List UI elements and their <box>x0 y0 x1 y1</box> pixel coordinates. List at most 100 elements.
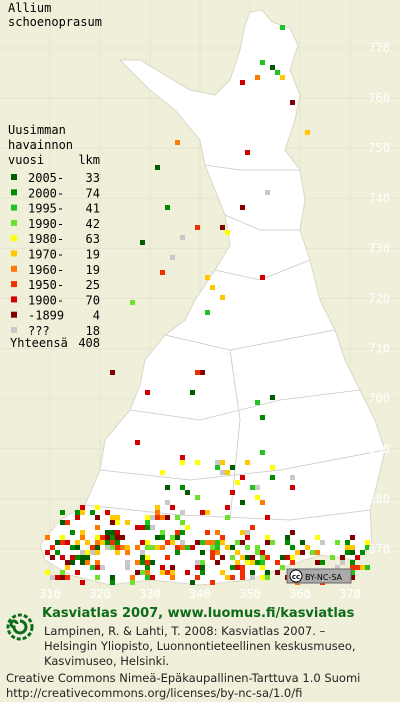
occurrence-square <box>255 550 260 555</box>
citation-line: Helsingin Yliopisto, Luonnontieteellinen… <box>44 639 356 653</box>
occurrence-square <box>170 535 175 540</box>
legend-swatch <box>11 174 17 180</box>
occurrence-square <box>95 550 100 555</box>
occurrence-square <box>255 485 260 490</box>
legend-label: 1980- <box>28 232 64 246</box>
occurrence-square <box>225 545 230 550</box>
occurrence-square <box>195 575 200 580</box>
occurrence-square <box>90 510 95 515</box>
occurrence-square <box>290 560 295 565</box>
occurrence-square <box>75 555 80 560</box>
occurrence-square <box>55 550 60 555</box>
occurrence-square <box>170 570 175 575</box>
occurrence-square <box>285 540 290 545</box>
occurrence-square <box>170 575 175 580</box>
occurrence-square <box>240 575 245 580</box>
occurrence-square <box>195 370 200 375</box>
coordinate-labels: 770 760 750 740 730 720 710 700 690 680 670 310 320 3… <box>39 41 390 601</box>
occurrence-square <box>235 560 240 565</box>
legend-swatch <box>11 281 17 288</box>
occurrence-square <box>260 275 265 280</box>
occurrence-square <box>225 230 230 235</box>
occurrence-square <box>220 535 225 540</box>
occurrence-square <box>245 460 250 465</box>
occurrence-square <box>130 575 135 580</box>
x-coordinate-label: 360 <box>289 587 311 601</box>
occurrence-square <box>210 540 215 545</box>
occurrence-square <box>115 520 120 525</box>
occurrence-square <box>250 570 255 575</box>
occurrence-square <box>260 450 265 455</box>
legend-count: 33 <box>86 171 100 185</box>
occurrence-square <box>315 560 320 565</box>
occurrence-square <box>75 540 80 545</box>
occurrence-square <box>185 490 190 495</box>
occurrence-square <box>195 460 200 465</box>
occurrence-square <box>145 545 150 550</box>
legend-swatch <box>11 250 17 257</box>
occurrence-square <box>250 525 255 530</box>
x-coordinate-label: 340 <box>189 587 211 601</box>
y-coordinate-label: 760 <box>368 91 390 105</box>
occurrence-square <box>210 580 215 585</box>
occurrence-square <box>350 560 355 565</box>
occurrence-square <box>65 560 70 565</box>
occurrence-square <box>155 510 160 515</box>
legend-count: 42 <box>86 217 100 231</box>
occurrence-square <box>80 510 85 515</box>
occurrence-square <box>260 500 265 505</box>
license-badge: cc BY-NC-SA <box>286 568 352 584</box>
occurrence-square <box>230 545 235 550</box>
occurrence-square <box>300 540 305 545</box>
occurrence-square <box>140 540 145 545</box>
occurrence-square <box>190 580 195 585</box>
occurrence-square <box>165 485 170 490</box>
occurrence-square <box>95 535 100 540</box>
occurrence-square <box>145 390 150 395</box>
legend-label: 1995- <box>28 202 64 216</box>
occurrence-square <box>260 565 265 570</box>
occurrence-square <box>160 530 165 535</box>
license-line: Creative Commons Nimeä-Epäkaupallinen-Ta… <box>6 671 360 685</box>
legend-count: 25 <box>86 278 100 292</box>
occurrence-square <box>165 555 170 560</box>
legend-count: 70 <box>86 293 100 307</box>
occurrence-square <box>285 535 290 540</box>
species-name: Allium <box>8 1 51 15</box>
legend-label: -1899 <box>28 309 64 323</box>
x-coordinate-label: 310 <box>39 587 61 601</box>
occurrence-square <box>125 550 130 555</box>
occurrence-square <box>145 565 150 570</box>
occurrence-square <box>80 505 85 510</box>
occurrence-square <box>260 60 265 65</box>
occurrence-square <box>85 555 90 560</box>
legend-swatch <box>11 265 17 272</box>
occurrence-square <box>140 555 145 560</box>
occurrence-square <box>185 545 190 550</box>
legend-label: 2005- <box>28 171 64 185</box>
legend-count: 41 <box>86 202 100 216</box>
total-label: Yhteensä <box>10 336 68 350</box>
legend-label: 1950- <box>28 278 64 292</box>
occurrence-square <box>270 465 275 470</box>
occurrence-square <box>240 205 245 210</box>
occurrence-square <box>255 560 260 565</box>
occurrence-square <box>75 510 80 515</box>
occurrence-square <box>135 440 140 445</box>
occurrence-square <box>160 565 165 570</box>
occurrence-square <box>250 485 255 490</box>
occurrence-square <box>55 575 60 580</box>
occurrence-square <box>215 530 220 535</box>
occurrence-square <box>305 130 310 135</box>
occurrence-square <box>95 505 100 510</box>
occurrence-square <box>60 555 65 560</box>
legend-heading: vuosi <box>8 153 44 167</box>
legend-label: 1990- <box>28 217 64 231</box>
occurrence-square <box>110 520 115 525</box>
occurrence-square <box>190 545 195 550</box>
occurrence-square <box>160 570 165 575</box>
occurrence-square <box>155 545 160 550</box>
x-coordinate-label: 350 <box>239 587 261 601</box>
y-coordinate-label: 750 <box>368 141 390 155</box>
